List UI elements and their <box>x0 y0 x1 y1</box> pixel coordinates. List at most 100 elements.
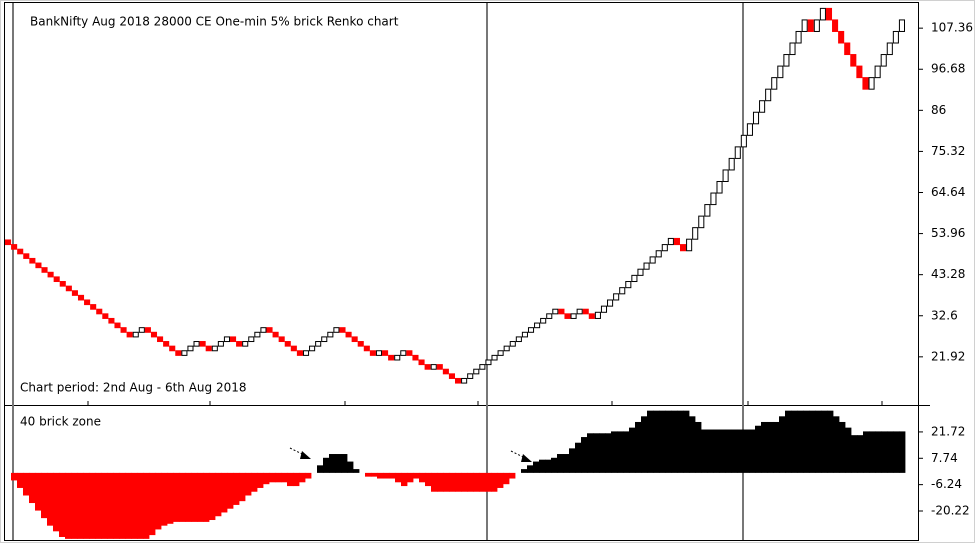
zone-positive <box>641 416 648 473</box>
up-brick <box>722 169 729 182</box>
down-brick <box>47 271 54 278</box>
zone-positive <box>533 461 540 473</box>
zone-positive <box>605 433 612 473</box>
zone-negative <box>143 472 150 539</box>
down-brick <box>345 331 352 338</box>
zone-negative <box>377 472 384 479</box>
down-brick <box>144 327 151 333</box>
up-brick <box>552 308 559 315</box>
zone-positive <box>329 454 336 473</box>
up-brick <box>765 88 772 102</box>
zone-positive <box>683 410 690 473</box>
zone-negative <box>71 472 78 539</box>
up-brick <box>874 65 881 79</box>
up-brick <box>801 19 808 32</box>
down-brick <box>77 294 85 301</box>
zone-negative <box>275 472 282 483</box>
zone-positive <box>557 454 564 473</box>
zone-negative <box>173 472 180 522</box>
y-tick-label: 107.36 <box>931 21 973 35</box>
up-brick <box>260 327 267 333</box>
down-brick <box>163 341 170 347</box>
zone-negative <box>77 472 84 539</box>
down-brick <box>862 77 869 90</box>
zone-negative <box>479 472 486 492</box>
up-brick <box>880 54 887 67</box>
zone-negative <box>149 472 156 536</box>
up-brick <box>686 238 693 252</box>
zone-positive <box>635 421 642 473</box>
zone-negative <box>239 472 246 502</box>
up-brick <box>698 215 705 229</box>
zone-positive <box>815 410 822 473</box>
up-brick <box>813 19 820 32</box>
up-brick <box>613 293 620 301</box>
y-tick-label: 53.96 <box>931 226 965 240</box>
up-brick <box>777 65 784 79</box>
down-brick <box>266 327 273 333</box>
zone-negative <box>371 472 378 477</box>
up-brick <box>521 331 528 338</box>
zone-positive <box>713 429 720 473</box>
up-brick <box>795 30 802 44</box>
down-brick <box>114 322 121 329</box>
zone-negative <box>365 472 372 477</box>
up-brick <box>430 364 437 370</box>
up-brick <box>576 308 583 315</box>
y-tick-label: 96.68 <box>931 62 965 76</box>
zone-positive <box>839 421 846 473</box>
down-brick <box>23 253 30 259</box>
down-brick <box>369 350 376 356</box>
zone-positive <box>701 429 708 473</box>
zone-positive <box>719 429 726 473</box>
down-brick <box>150 331 158 338</box>
zone-negative <box>419 472 426 483</box>
zone-positive <box>581 437 588 473</box>
zone-positive <box>539 459 546 473</box>
zone-positive <box>707 429 714 473</box>
zone-positive <box>575 442 582 473</box>
y-tick-label: 43.28 <box>931 267 965 281</box>
zone-negative <box>23 472 30 496</box>
up-brick <box>491 354 498 361</box>
zone-negative <box>227 472 234 509</box>
zone-negative <box>215 472 222 517</box>
zone-negative <box>383 472 390 479</box>
down-brick <box>412 354 419 361</box>
zone-positive <box>629 427 636 473</box>
down-brick <box>11 244 18 250</box>
zone-negative <box>101 472 108 539</box>
zone-negative <box>407 472 414 483</box>
zone-positive <box>665 410 672 473</box>
up-brick <box>789 42 796 56</box>
zone-positive <box>527 465 534 473</box>
zone-positive <box>869 431 876 473</box>
y-tick-label: 75.32 <box>931 144 965 158</box>
zone-negative <box>509 472 516 479</box>
zone-negative <box>425 472 432 487</box>
down-brick <box>564 313 571 319</box>
zone-positive <box>821 410 828 473</box>
zone-positive <box>785 410 792 473</box>
down-brick <box>71 290 78 296</box>
up-brick <box>254 331 261 338</box>
down-brick <box>35 262 42 269</box>
up-brick <box>643 262 650 270</box>
zone-negative <box>59 472 66 537</box>
up-brick <box>728 157 735 171</box>
down-brick <box>230 336 237 343</box>
down-brick <box>272 331 279 338</box>
zone-negative <box>395 472 402 483</box>
zone-negative <box>167 472 174 524</box>
arrow-head <box>521 454 532 462</box>
zone-positive <box>773 421 780 473</box>
zone-positive <box>833 416 840 473</box>
zone-positive <box>863 431 870 473</box>
up-brick <box>248 336 255 343</box>
up-brick <box>132 331 139 338</box>
up-brick <box>467 373 474 379</box>
zone-positive <box>857 435 864 473</box>
up-brick <box>898 19 906 32</box>
down-brick <box>102 313 109 319</box>
zone-negative <box>431 472 438 492</box>
